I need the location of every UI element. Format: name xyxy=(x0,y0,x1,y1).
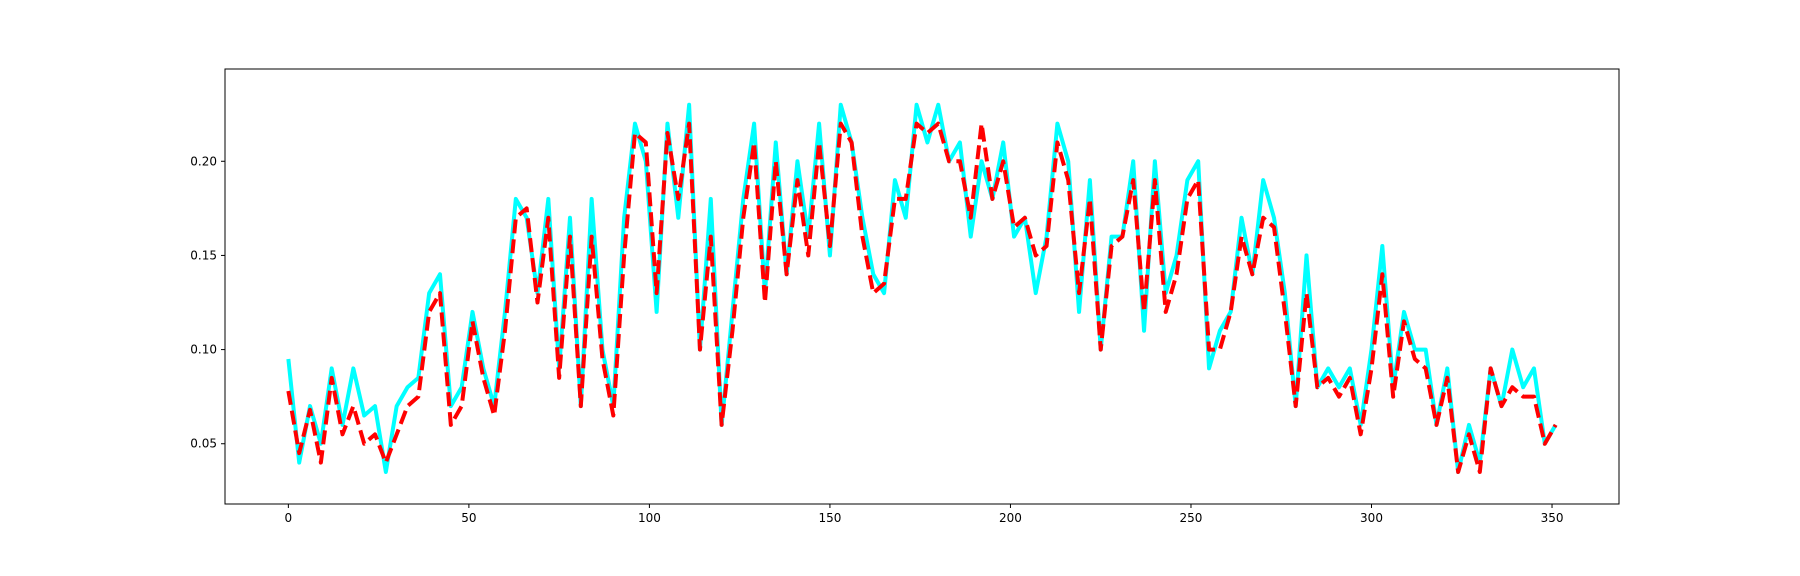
x-tick-label: 350 xyxy=(1541,511,1564,525)
line-series xyxy=(286,121,1558,474)
x-tick-label: 0 xyxy=(285,511,293,525)
y-tick-label: 0.10 xyxy=(190,343,217,357)
x-tick-label: 250 xyxy=(1180,511,1203,525)
y-tick-label: 0.20 xyxy=(190,154,217,168)
x-tick-label: 200 xyxy=(999,511,1022,525)
x-tick-label: 50 xyxy=(461,511,476,525)
y-tick-label: 0.05 xyxy=(190,437,217,451)
y-tick-label: 0.15 xyxy=(190,248,217,262)
plot-frame xyxy=(224,68,1620,505)
x-tick-label: 300 xyxy=(1360,511,1383,525)
x-tick-label: 100 xyxy=(638,511,661,525)
x-tick-label: 150 xyxy=(818,511,841,525)
